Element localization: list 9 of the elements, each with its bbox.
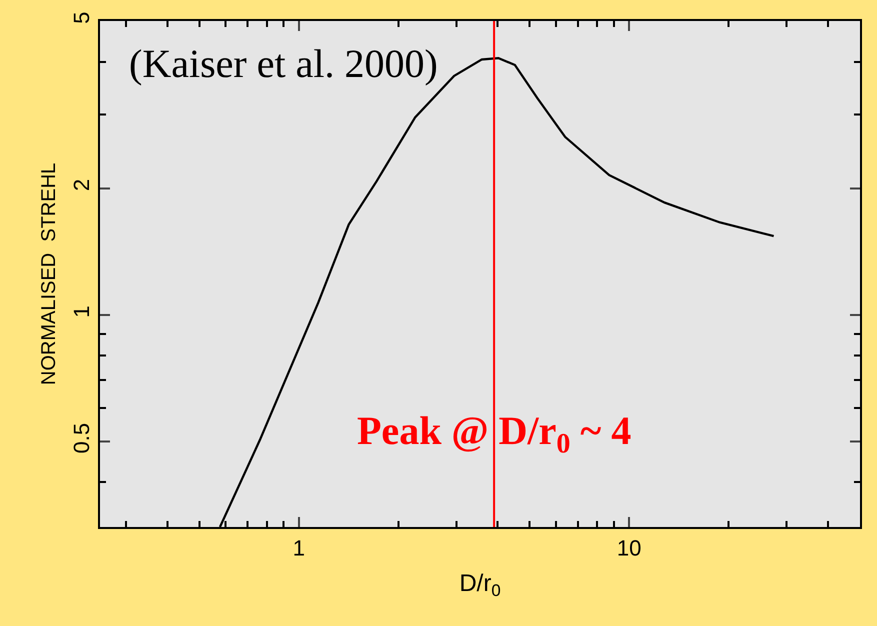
x-tick-label: 10	[616, 535, 642, 560]
y-tick-label: 2	[69, 178, 94, 192]
y-tick-label: 0.5	[69, 422, 94, 454]
annotation: (Kaiser et al. 2000)	[129, 41, 438, 86]
y-tick-label: 1	[69, 305, 94, 318]
y-tick-label: 5	[69, 12, 94, 24]
x-axis-title: D/r$_{0}$	[459, 570, 501, 600]
y-axis-title: NORMALISED STREHL	[38, 162, 60, 386]
ref-line-label: Peak @ D/r$_{0}$ ~ 4	[357, 408, 632, 460]
